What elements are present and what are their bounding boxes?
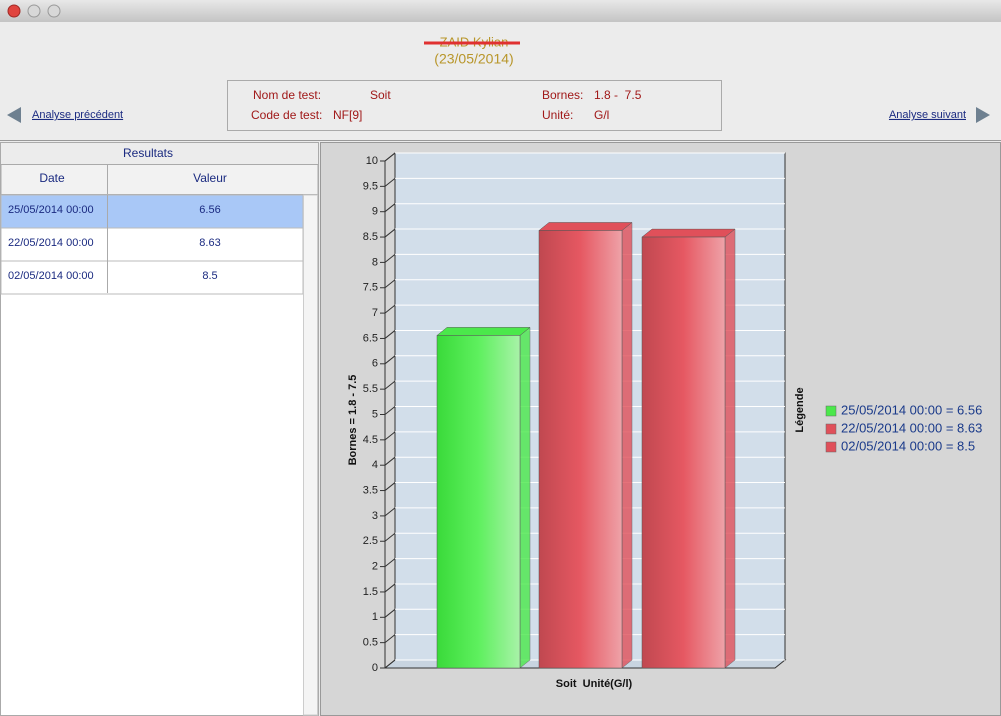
info-value: NF[9] [333, 108, 362, 122]
y-tick-label: 3 [372, 510, 378, 522]
y-tick-label: 4.5 [363, 434, 378, 446]
y-tick-label: 0 [372, 662, 378, 674]
chart: 0 0.5 1 1.5 2 2.5 3 3.5 4 4.5 5 5.5 6 6.5 7 7.5 8 8.5 9 9.5… [347, 152, 982, 690]
minimize-button[interactable] [27, 4, 41, 18]
cell-date: 22/05/2014 00:00 [8, 237, 94, 249]
y-tick-depth [384, 330, 396, 339]
y-tick-label: 2.5 [363, 535, 378, 547]
y-tick-depth [384, 482, 396, 491]
bar-side [519, 326, 531, 669]
y-tick-depth [384, 507, 396, 517]
table-row[interactable] [0, 194, 304, 229]
zoom-button[interactable] [47, 4, 61, 18]
title-bar [0, 0, 1001, 22]
bar [436, 335, 521, 669]
results-title: Resultats [123, 146, 173, 160]
y-tick-label: 1 [372, 611, 378, 623]
y-tick-label: 3.5 [363, 484, 378, 496]
y-tick-depth [384, 431, 396, 441]
info-label: Code de test: [251, 108, 322, 122]
legend-label: 22/05/2014 00:00 = 8.63 [841, 420, 982, 435]
column-header[interactable]: Date [39, 171, 65, 185]
close-button[interactable] [7, 4, 21, 18]
legend-label: 02/05/2014 00:00 = 8.5 [841, 438, 975, 453]
y-tick-label: 8.5 [363, 231, 378, 243]
y-tick-depth [384, 380, 396, 390]
y-tick-label: 5 [372, 408, 378, 420]
info-value: 1.8 - 7.5 [594, 88, 642, 102]
y-tick-label: 7.5 [363, 282, 378, 294]
y-tick-label: 6 [372, 358, 378, 370]
y-tick-depth [384, 634, 396, 644]
info-value: G/l [594, 108, 609, 122]
legend-swatch [825, 405, 837, 417]
y-tick-label: 5.5 [363, 383, 378, 395]
bar-top [641, 228, 736, 238]
legend-title: Légende [794, 387, 806, 432]
y-tick-label: 9 [372, 206, 378, 218]
cell-value: 8.5 [202, 270, 217, 282]
legend-swatch [825, 441, 837, 453]
cell-value: 8.63 [199, 237, 220, 249]
y-tick-depth [384, 177, 396, 187]
bar [538, 230, 623, 669]
y-tick-depth [384, 608, 396, 618]
y-tick-label: 4 [372, 459, 378, 471]
prev-link[interactable]: Analyse précédent [32, 109, 123, 121]
scrollbar[interactable] [303, 194, 318, 716]
next-link[interactable]: Analyse suivant [889, 109, 966, 121]
bar [641, 236, 726, 669]
info-box [227, 80, 722, 131]
info-label: Unité: [542, 108, 573, 122]
y-tick-depth [384, 279, 396, 289]
y-axis-label: Bornes = 1.8 - 7.5 [347, 375, 359, 466]
y-tick-label: 0.5 [363, 637, 378, 649]
bar-side [621, 221, 633, 669]
y-tick-label: 7 [372, 307, 378, 319]
prev-arrow[interactable] [7, 107, 21, 123]
legend-label: 25/05/2014 00:00 = 6.56 [841, 402, 982, 417]
bar-top [538, 222, 633, 231]
table-row[interactable] [0, 227, 304, 262]
y-tick-depth [384, 583, 396, 593]
y-tick-label: 2 [372, 561, 378, 573]
legend-swatch [825, 423, 837, 435]
y-tick-depth [384, 456, 396, 466]
y-tick-label: 8 [372, 256, 378, 268]
y-tick-label: 10 [366, 155, 378, 167]
info-label: Nom de test: [253, 88, 321, 102]
y-tick-depth [384, 304, 396, 314]
y-tick-depth [384, 203, 396, 213]
x-axis-label: Soit Unité(G/l) [556, 678, 633, 690]
y-tick-depth [384, 558, 396, 567]
bar-top [436, 327, 531, 336]
y-tick-label: 9.5 [363, 180, 378, 192]
cell-date: 25/05/2014 00:00 [8, 204, 94, 216]
y-tick-depth [384, 659, 396, 669]
y-tick-depth [384, 532, 396, 542]
y-tick-depth [384, 406, 396, 415]
y-tick-label: 6.5 [363, 332, 378, 344]
y-tick-label: 1.5 [363, 586, 378, 598]
info-label: Bornes: [542, 88, 583, 102]
test-date: (23/05/2014) [434, 51, 513, 67]
y-tick-depth [384, 254, 396, 263]
column-header[interactable]: Valeur [193, 171, 227, 185]
next-arrow[interactable] [976, 107, 990, 123]
y-tick-depth [384, 355, 396, 365]
bar-side [724, 228, 736, 669]
cell-date: 02/05/2014 00:00 [8, 270, 94, 282]
info-value: Soit [370, 88, 391, 102]
y-tick-depth [384, 228, 396, 238]
y-tick-depth [384, 152, 396, 162]
cell-value: 6.56 [199, 204, 220, 216]
results-title-bg [1, 143, 318, 164]
